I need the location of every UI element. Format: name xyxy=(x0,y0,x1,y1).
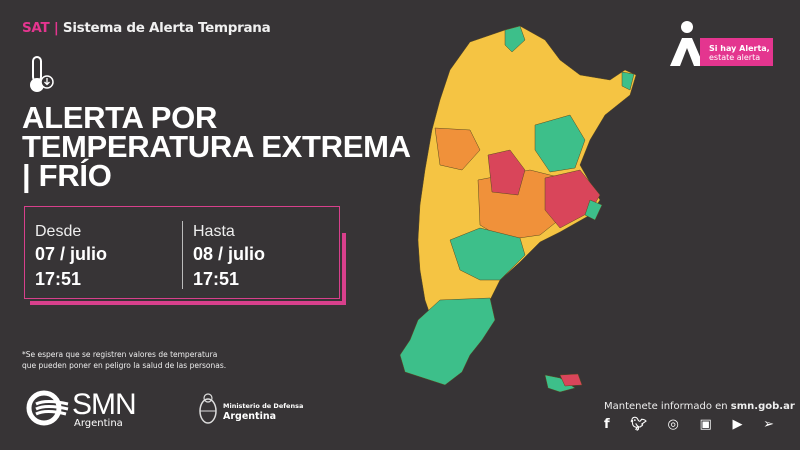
coat-of-arms-icon xyxy=(199,393,217,424)
footnote: *Se espera que se registren valores de t… xyxy=(22,350,227,370)
facebook-icon[interactable]: f xyxy=(604,417,610,432)
campaign-badge: Si hay Alerta, estate alerta xyxy=(700,38,773,66)
youtube-icon[interactable]: ▶ xyxy=(732,417,743,432)
sat-header: SAT | Sistema de Alerta Temprana xyxy=(22,20,271,36)
social-links: f 🐦︎ ◎ ▣ ▶ ➢ xyxy=(604,417,774,432)
smn-logo-icon xyxy=(26,390,69,426)
map-region-green-patagonia-north xyxy=(449,227,526,281)
website-link[interactable]: smn.gob.ar xyxy=(730,401,795,412)
map-region-green-misiones xyxy=(621,71,635,91)
map-region-green-patagonia-south xyxy=(399,297,496,386)
map-region-green-east xyxy=(534,114,586,173)
period-to: Hasta 08 / julio 17:51 xyxy=(193,223,266,289)
twitter-icon[interactable]: 🐦︎ xyxy=(630,417,647,432)
smn-logo-text: SMN xyxy=(72,388,137,421)
map-region-green-coast xyxy=(584,199,603,221)
map-region-orange-cuyo xyxy=(434,127,481,171)
tv-icon[interactable]: ▣ xyxy=(699,417,712,432)
ministry-line1: Ministerio de Defensa xyxy=(223,402,304,410)
period-box: Desde 07 / julio 17:51 Hasta 08 / julio … xyxy=(24,206,340,299)
map-region-red-bsas xyxy=(544,169,601,229)
ministry-line2: Argentina xyxy=(223,411,277,422)
instagram-icon[interactable]: ◎ xyxy=(667,417,679,432)
period-from: Desde 07 / julio 17:51 xyxy=(35,223,108,289)
map-region-red-cordoba xyxy=(487,149,526,196)
smn-logo-sub: Argentina xyxy=(74,418,123,429)
map-region-green-tierra-del-fuego xyxy=(544,374,576,393)
period-box-shadow xyxy=(30,233,346,305)
alert-title: ALERTA POR TEMPERATURA EXTREMA | FRÍO xyxy=(22,100,411,193)
map-region-green-north xyxy=(504,25,526,53)
alert-person-icon xyxy=(670,21,704,66)
divider xyxy=(182,221,183,289)
telegram-icon[interactable]: ➢ xyxy=(763,417,774,432)
map-region-red-malvinas xyxy=(559,373,583,387)
footer-text: Mantenete informado en smn.gob.ar xyxy=(604,401,795,412)
thermometer-down-icon xyxy=(30,56,54,92)
